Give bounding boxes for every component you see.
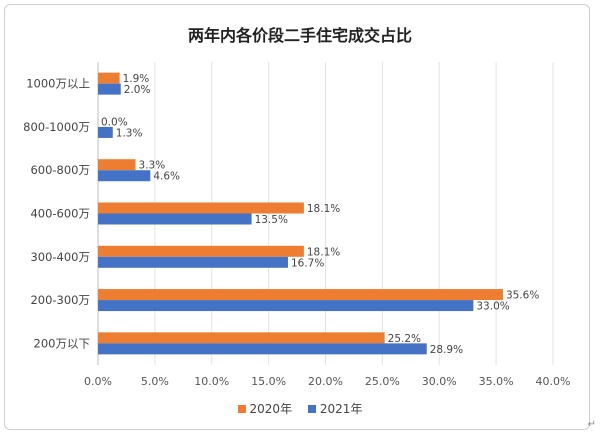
chart-frame bbox=[4, 4, 590, 430]
x-tick-label: 35.0% bbox=[479, 375, 514, 388]
bar-2021年 bbox=[98, 170, 151, 182]
bar-2021年 bbox=[98, 126, 113, 138]
legend-swatch-2021 bbox=[307, 404, 316, 413]
x-tick-label: 0.0% bbox=[84, 375, 112, 388]
bar-2020年 bbox=[98, 72, 120, 84]
bar-2020年 bbox=[98, 332, 385, 344]
y-category-label: 400-600万 bbox=[30, 207, 90, 221]
bar-2020年 bbox=[98, 159, 136, 171]
y-category-label: 300-400万 bbox=[30, 250, 90, 264]
legend: 2020年 2021年 bbox=[0, 400, 600, 417]
data-label: 0.0% bbox=[101, 116, 128, 128]
y-category-label: 1000万以上 bbox=[26, 77, 90, 91]
data-label: 4.6% bbox=[153, 171, 180, 183]
bar-2020年 bbox=[98, 245, 304, 257]
x-tick-label: 20.0% bbox=[308, 375, 343, 388]
data-label: 2.0% bbox=[124, 84, 151, 96]
legend-item-2020: 2020年 bbox=[237, 400, 293, 417]
data-label: 35.6% bbox=[506, 290, 539, 302]
legend-item-2021: 2021年 bbox=[307, 400, 363, 417]
bar-2020年 bbox=[98, 289, 503, 301]
x-tick-label: 5.0% bbox=[141, 375, 169, 388]
y-category-label: 800-1000万 bbox=[23, 120, 90, 134]
data-label: 18.1% bbox=[307, 203, 340, 215]
data-label: 16.7% bbox=[291, 257, 324, 269]
data-label: 3.3% bbox=[139, 160, 166, 172]
bar-2021年 bbox=[98, 300, 474, 312]
data-label: 28.9% bbox=[430, 344, 463, 356]
data-label: 1.3% bbox=[116, 127, 143, 139]
x-tick-label: 10.0% bbox=[194, 375, 229, 388]
y-category-label: 600-800万 bbox=[30, 163, 90, 177]
y-category-label: 200万以下 bbox=[34, 336, 90, 350]
x-tick-label: 30.0% bbox=[422, 375, 457, 388]
data-label: 18.1% bbox=[307, 246, 340, 258]
bar-2021年 bbox=[98, 256, 288, 268]
chart-title: 两年内各价段二手住宅成交占比 bbox=[187, 26, 412, 45]
bar-2020年 bbox=[98, 202, 304, 214]
data-label: 1.9% bbox=[123, 73, 150, 85]
bar-2021年 bbox=[98, 213, 252, 225]
x-tick-label: 25.0% bbox=[365, 375, 400, 388]
legend-swatch-2020 bbox=[237, 404, 246, 413]
data-label: 33.0% bbox=[476, 301, 509, 313]
x-tick-label: 40.0% bbox=[536, 375, 571, 388]
legend-label-2021: 2021年 bbox=[319, 402, 363, 416]
y-category-label: 200-300万 bbox=[30, 293, 90, 307]
data-label: 13.5% bbox=[255, 214, 288, 226]
x-tick-label: 15.0% bbox=[251, 375, 286, 388]
bar-2021年 bbox=[98, 83, 121, 95]
return-mark: ↵ bbox=[587, 419, 596, 430]
bar-2021年 bbox=[98, 343, 427, 355]
legend-label-2020: 2020年 bbox=[249, 402, 293, 416]
data-label: 25.2% bbox=[388, 333, 421, 345]
